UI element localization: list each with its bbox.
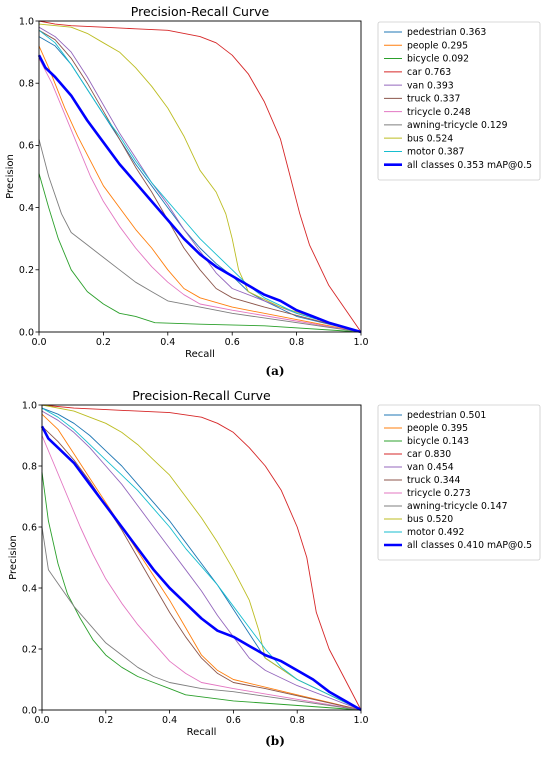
series-line-all: [37, 54, 362, 334]
chart-title: Precision-Recall Curve: [131, 4, 270, 19]
legend-label: pedestrian 0.501: [407, 410, 486, 421]
series-line-bus: [41, 404, 362, 711]
legend-label: bicycle 0.092: [407, 54, 469, 65]
legend-label: motor 0.387: [407, 147, 465, 158]
legend: pedestrian 0.501 people 0.395 bicycle 0.14…: [377, 404, 541, 561]
legend-label: all classes 0.353 mAP@0.5: [407, 160, 532, 171]
x-tick-label: 0.0: [34, 715, 49, 726]
series-line-bus: [38, 23, 362, 333]
series-line-van: [41, 410, 362, 711]
legend-label: truck 0.337: [407, 94, 461, 105]
series-line-pedestrian: [38, 36, 362, 333]
figure-caption: (a): [265, 364, 284, 378]
legend-label: van 0.454: [407, 462, 454, 473]
legend-label: bus 0.524: [407, 133, 453, 144]
x-tick-label: 0.6: [226, 715, 241, 726]
y-axis-label: Precision: [8, 535, 19, 580]
legend-box: [377, 21, 541, 181]
x-tick-label: 1.0: [353, 715, 368, 726]
x-tick-label: 0.8: [289, 337, 304, 348]
y-tick-label: 0.4: [22, 583, 37, 594]
x-tick-label: 0.8: [290, 715, 305, 726]
series-line-tricycle: [41, 435, 362, 711]
series-line-van: [38, 26, 362, 333]
chart-a: Precision-Recall Curve 0.0 0.2 0.4 0.6 0.8 1.0…: [5, 4, 541, 378]
y-tick-label: 0.6: [22, 522, 37, 533]
legend-label: van 0.393: [407, 80, 454, 91]
series-line-awning-tricycle: [41, 526, 362, 711]
series-line-truck: [41, 425, 362, 711]
chart-title: Precision-Recall Curve: [132, 388, 271, 403]
legend-label: car 0.763: [407, 67, 451, 78]
x-tick-label: 0.4: [162, 715, 177, 726]
legend-label: bus 0.520: [407, 514, 453, 525]
series-lines: [37, 20, 362, 334]
legend-label: truck 0.344: [407, 475, 461, 486]
y-tick-label: 0.6: [19, 141, 34, 152]
legend-label: tricycle 0.248: [407, 107, 471, 118]
legend-label: awning-tricycle 0.129: [407, 120, 508, 131]
y-tick-label: 0.2: [22, 644, 37, 655]
x-tick-label: 0.6: [225, 337, 240, 348]
series-line-people: [38, 45, 362, 333]
legend-label: people 0.395: [407, 423, 468, 434]
y-tick-label: 1.0: [19, 16, 34, 27]
x-axis-label: Recall: [185, 349, 215, 360]
y-tick-label: 0.0: [22, 705, 37, 716]
y-tick-label: 0.8: [22, 461, 37, 472]
series-line-awning-tricycle: [38, 139, 362, 333]
series-line-pedestrian: [41, 407, 362, 711]
figure-caption: (b): [265, 734, 285, 748]
series-line-people: [41, 413, 362, 711]
x-tick-label: 0.2: [98, 715, 113, 726]
series-line-motor: [38, 29, 362, 333]
series-line-bicycle: [38, 173, 362, 333]
x-tick-label: 0.2: [96, 337, 111, 348]
y-axis-label: Precision: [5, 154, 16, 199]
y-tick-label: 0.2: [19, 265, 34, 276]
legend-label: bicycle 0.143: [407, 436, 469, 447]
legend-label: tricycle 0.273: [407, 488, 471, 499]
legend-label: car 0.830: [407, 449, 451, 460]
plot-frame: [41, 404, 362, 711]
y-tick-label: 0.8: [19, 79, 34, 90]
series-line-all: [40, 425, 362, 712]
plot-frame: [38, 20, 362, 333]
legend-label: pedestrian 0.363: [407, 27, 486, 38]
legend-box: [377, 404, 541, 561]
series-line-motor: [41, 407, 362, 711]
x-tick-label: 0.4: [160, 337, 175, 348]
legend-label: all classes 0.410 mAP@0.5: [407, 540, 532, 551]
legend-label: people 0.295: [407, 40, 468, 51]
series-line-car: [41, 404, 362, 711]
legend: pedestrian 0.363 people 0.295 bicycle 0.09…: [377, 21, 541, 181]
chart-b: Precision-Recall Curve 0.0 0.2 0.4 0.6 0.8 1.0…: [8, 388, 541, 748]
y-tick-label: 1.0: [22, 400, 37, 411]
x-tick-label: 0.0: [31, 337, 46, 348]
series-line-tricycle: [38, 58, 362, 333]
y-tick-label: 0.0: [19, 327, 34, 338]
x-tick-label: 1.0: [353, 337, 368, 348]
legend-label: motor 0.492: [407, 527, 464, 538]
series-line-bicycle: [41, 472, 362, 711]
legend-label: awning-tricycle 0.147: [407, 501, 508, 512]
x-axis-label: Recall: [187, 727, 217, 738]
series-lines: [40, 404, 362, 712]
series-line-truck: [38, 29, 362, 333]
y-tick-label: 0.4: [19, 203, 34, 214]
series-line-car: [38, 20, 362, 333]
